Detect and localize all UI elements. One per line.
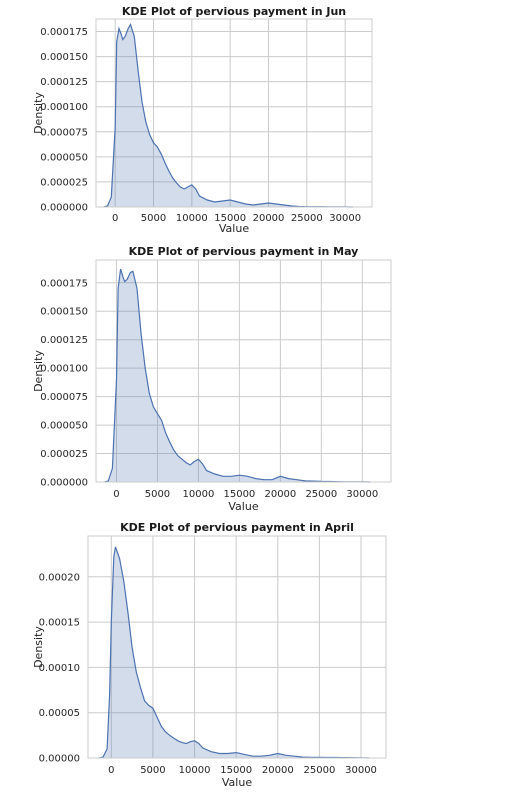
y-tick-label: 0.000050 <box>40 421 88 432</box>
chart-title: KDE Plot of pervious payment in May <box>129 245 359 258</box>
chart-title: KDE Plot of pervious payment in Jun <box>122 5 346 18</box>
plot-frame <box>95 259 392 483</box>
kde-area <box>103 24 353 207</box>
x-tick-label: 20000 <box>264 489 296 500</box>
x-tick-label: 25000 <box>304 765 336 776</box>
y-tick-label: 0.000175 <box>40 27 88 38</box>
y-tick-label: 0.000000 <box>40 478 88 489</box>
x-tick-label: 20000 <box>253 213 285 224</box>
y-tick-label: 0.000025 <box>40 177 88 188</box>
x-axis-label: Value <box>219 222 249 235</box>
y-tick-label: 0.00015 <box>39 618 80 629</box>
x-tick-label: 15000 <box>220 765 252 776</box>
y-tick-label: 0.000125 <box>40 77 88 88</box>
chart-title: KDE Plot of pervious payment in April <box>120 521 354 534</box>
y-axis-label: Density <box>32 626 45 668</box>
y-tick-label: 0.000150 <box>40 52 88 63</box>
y-tick-label: 0.000125 <box>40 335 88 346</box>
kde-chart-0: 0 5000 10000 15000 20000 25000 30000 0.000000 0.… <box>32 5 373 235</box>
y-tick-label: 0.00020 <box>39 572 80 583</box>
y-tick-label: 0.00010 <box>39 663 80 674</box>
kde-line <box>103 23 353 208</box>
x-tick-label: 25000 <box>291 213 323 224</box>
kde-area <box>104 269 371 482</box>
x-axis-label: Value <box>228 500 258 513</box>
y-axis-label: Density <box>32 92 45 134</box>
y-tick-label: 0.000150 <box>40 307 88 318</box>
x-tick-label: 0 <box>113 489 119 500</box>
y-tick-label: 0.000175 <box>40 278 88 289</box>
y-axis-label: Density <box>32 350 45 392</box>
y-tick-label: 0.000050 <box>40 152 88 163</box>
y-tick-label: 0.00005 <box>39 708 80 719</box>
y-tick-label: 0.00000 <box>39 754 80 765</box>
x-tick-label: 0 <box>108 765 114 776</box>
x-tick-label: 15000 <box>214 213 246 224</box>
x-tick-label: 10000 <box>183 489 215 500</box>
y-tick-label: 0.000075 <box>40 127 88 138</box>
y-tick-label: 0.000075 <box>40 392 88 403</box>
x-tick-label: 20000 <box>262 765 294 776</box>
kde-line <box>98 546 370 759</box>
x-tick-label: 5000 <box>145 489 170 500</box>
x-tick-label: 5000 <box>140 765 165 776</box>
y-tick-label: 0.000000 <box>40 203 88 214</box>
y-tick-label: 0.000100 <box>40 102 88 113</box>
kde-chart-2: 0 5000 10000 15000 20000 25000 30000 0.00000 0.0… <box>32 521 387 789</box>
plot-frame <box>87 535 387 759</box>
x-tick-label: 0 <box>112 213 118 224</box>
x-tick-label: 15000 <box>223 489 255 500</box>
kde-line <box>104 268 371 483</box>
y-tick-label: 0.000025 <box>40 449 88 460</box>
kde-chart-1: 0 5000 10000 15000 20000 25000 30000 0.000000 0.… <box>32 245 392 513</box>
x-tick-label: 30000 <box>345 765 377 776</box>
x-tick-label: 10000 <box>176 213 208 224</box>
x-axis-label: Value <box>222 776 252 789</box>
x-tick-label: 30000 <box>329 213 361 224</box>
x-tick-label: 25000 <box>305 489 337 500</box>
x-tick-label: 5000 <box>141 213 166 224</box>
y-tick-label: 0.000100 <box>40 364 88 375</box>
x-tick-label: 10000 <box>179 765 211 776</box>
kde-area <box>98 546 370 758</box>
x-tick-label: 30000 <box>346 489 378 500</box>
plot-frame <box>95 18 373 208</box>
